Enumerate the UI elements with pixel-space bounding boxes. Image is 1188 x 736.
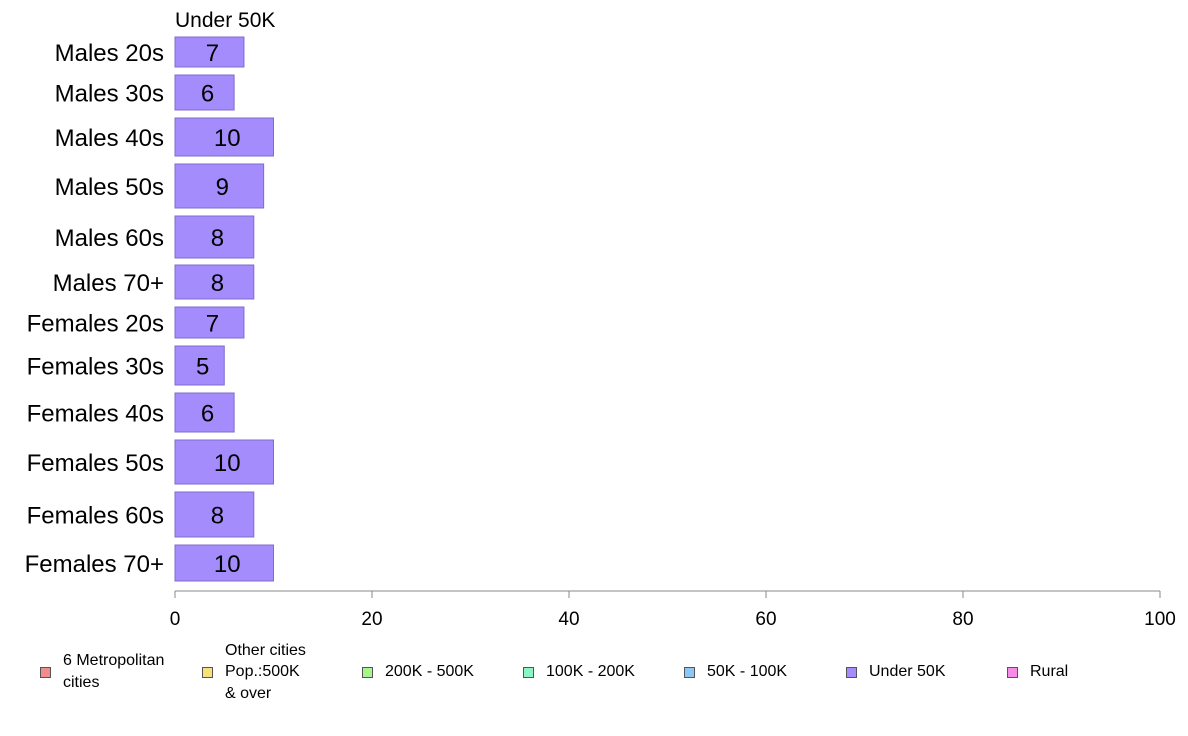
bar-value-label: 10 (214, 450, 241, 477)
legend-item: 50K - 100K (684, 661, 787, 683)
bar (174, 117, 274, 157)
bar-value-label: 8 (211, 270, 224, 297)
legend-item: 100K - 200K (523, 661, 635, 683)
legend-label: 50K - 100K (707, 663, 788, 681)
bar (174, 544, 274, 582)
legend-label: 200K - 500K (385, 663, 474, 681)
legend-swatch (1007, 666, 1018, 678)
bar-value-label: 9 (216, 174, 229, 201)
legend-swatch (202, 666, 213, 678)
category-label: Males 50s (55, 174, 164, 201)
bar-value-label: 6 (201, 401, 214, 428)
bar-value-label: 7 (206, 40, 219, 67)
panel-title: Under 50K (175, 9, 275, 32)
legend-swatch (846, 666, 857, 678)
category-label: Females 50s (27, 450, 164, 477)
legend-item: Rural (1007, 661, 1068, 683)
legend-label: 6 Metropolitan cities (63, 652, 165, 691)
category-label: Males 40s (55, 125, 164, 152)
category-label: Males 30s (55, 81, 164, 108)
bar (174, 264, 255, 300)
bar (174, 491, 255, 538)
legend-item: 6 Metropolitan cities (40, 650, 164, 693)
bar (174, 215, 255, 259)
bar (174, 439, 274, 485)
category-label: Males 20s (55, 40, 164, 67)
legend-swatch (684, 666, 695, 678)
bars-group: 7 Males 20s 6 Males 30s 10 Males 40s 9 Males 50… (25, 36, 274, 582)
x-tick-label: 40 (558, 609, 579, 630)
bar-value-label: 10 (214, 125, 241, 152)
bar (174, 345, 225, 386)
bar-value-label: 8 (211, 225, 224, 252)
category-label: Females 30s (27, 354, 164, 381)
x-tick-label: 20 (361, 609, 382, 630)
bar-value-label: 8 (211, 503, 224, 530)
category-label: Males 70+ (53, 270, 164, 297)
category-label: Females 60s (27, 503, 164, 530)
bar (174, 74, 235, 111)
bar (174, 36, 245, 68)
x-tick-label: 100 (1144, 609, 1176, 630)
legend-label: Under 50K (869, 663, 946, 681)
bar-value-label: 7 (206, 311, 219, 338)
legend-label: 100K - 200K (546, 663, 635, 681)
legend-item: Under 50K (846, 661, 946, 683)
legend: 6 Metropolitan cities Other cities Pop.:5… (0, 640, 1188, 710)
bar (174, 163, 265, 209)
legend-label: Other cities Pop.:500K & over (225, 641, 306, 702)
bar-chart: Under 50K 7 Males 20s 6 Males 30s 10 Males 40… (25, 9, 1176, 630)
legend-swatch (362, 666, 373, 678)
legend-item: Other cities Pop.:500K & over (202, 640, 306, 705)
bar-value-label: 10 (214, 551, 241, 578)
category-label: Females 20s (27, 311, 164, 338)
x-tick-label: 80 (952, 609, 973, 630)
category-label: Females 40s (27, 401, 164, 428)
legend-swatch (523, 666, 534, 678)
x-tick-label: 0 (170, 609, 181, 630)
x-axis: 0 20 40 60 80 100 (170, 590, 1176, 630)
legend-label: Rural (1030, 663, 1069, 681)
category-label: Females 70+ (25, 551, 164, 578)
legend-swatch (40, 666, 51, 678)
category-label: Males 60s (55, 225, 164, 252)
legend-item: 200K - 500K (362, 661, 474, 683)
bar-value-label: 6 (201, 81, 214, 108)
bar-value-label: 5 (196, 354, 209, 381)
x-tick-label: 60 (755, 609, 776, 630)
bar (174, 306, 245, 339)
bar (174, 392, 235, 433)
